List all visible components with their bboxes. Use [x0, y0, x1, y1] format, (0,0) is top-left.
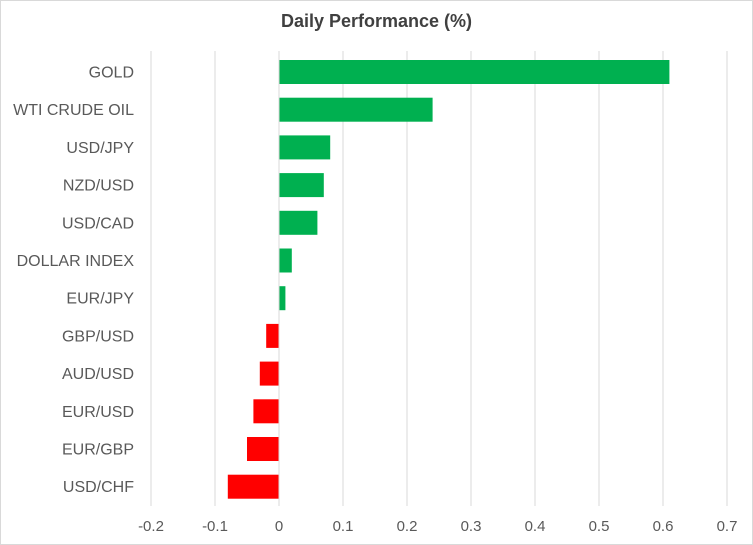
- category-label: NZD/USD: [63, 178, 134, 195]
- x-tick-label: 0.2: [397, 518, 418, 535]
- x-tick-label: 0: [275, 518, 283, 535]
- category-label: GBP/USD: [62, 328, 134, 345]
- x-tick-label: 0.7: [717, 518, 738, 535]
- chart-title: Daily Performance (%): [280, 11, 473, 31]
- bar: [279, 173, 324, 198]
- x-tick-label: -0.2: [138, 518, 164, 535]
- bar: [259, 361, 279, 386]
- category-label: EUR/JPY: [66, 291, 134, 308]
- category-label: DOLLAR INDEX: [17, 253, 135, 270]
- bar: [253, 399, 279, 424]
- bar: [279, 97, 433, 122]
- category-label: WTI CRUDE OIL: [13, 102, 134, 119]
- category-label: EUR/USD: [62, 404, 134, 421]
- bar: [247, 437, 279, 461]
- x-tick-label: 0.1: [333, 518, 354, 535]
- category-label: AUD/USD: [62, 366, 134, 383]
- category-label: EUR/GBP: [62, 442, 134, 459]
- bar: [279, 210, 318, 235]
- bar: [227, 474, 279, 499]
- category-label: USD/JPY: [66, 140, 134, 157]
- x-tick-label: 0.5: [589, 518, 610, 535]
- x-tick-label: -0.1: [202, 518, 228, 535]
- bar: [279, 60, 670, 84]
- x-tick-label: 0.6: [653, 518, 674, 535]
- bar: [279, 135, 331, 160]
- x-tick-label: 0.4: [525, 518, 546, 535]
- category-label: GOLD: [89, 65, 134, 82]
- x-tick-label: 0.3: [461, 518, 482, 535]
- category-label: USD/CHF: [63, 479, 134, 496]
- category-label: USD/CAD: [62, 215, 134, 232]
- bar: [279, 248, 292, 273]
- bar: [279, 286, 286, 311]
- bar: [266, 323, 279, 348]
